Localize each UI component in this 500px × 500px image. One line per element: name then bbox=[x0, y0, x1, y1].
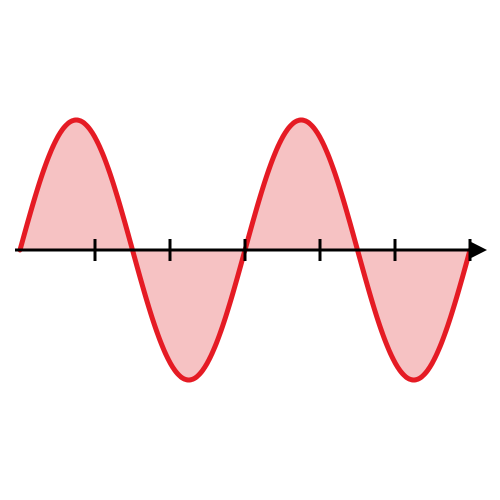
axis-arrowhead bbox=[469, 241, 487, 259]
sine-wave-chart bbox=[0, 0, 500, 500]
